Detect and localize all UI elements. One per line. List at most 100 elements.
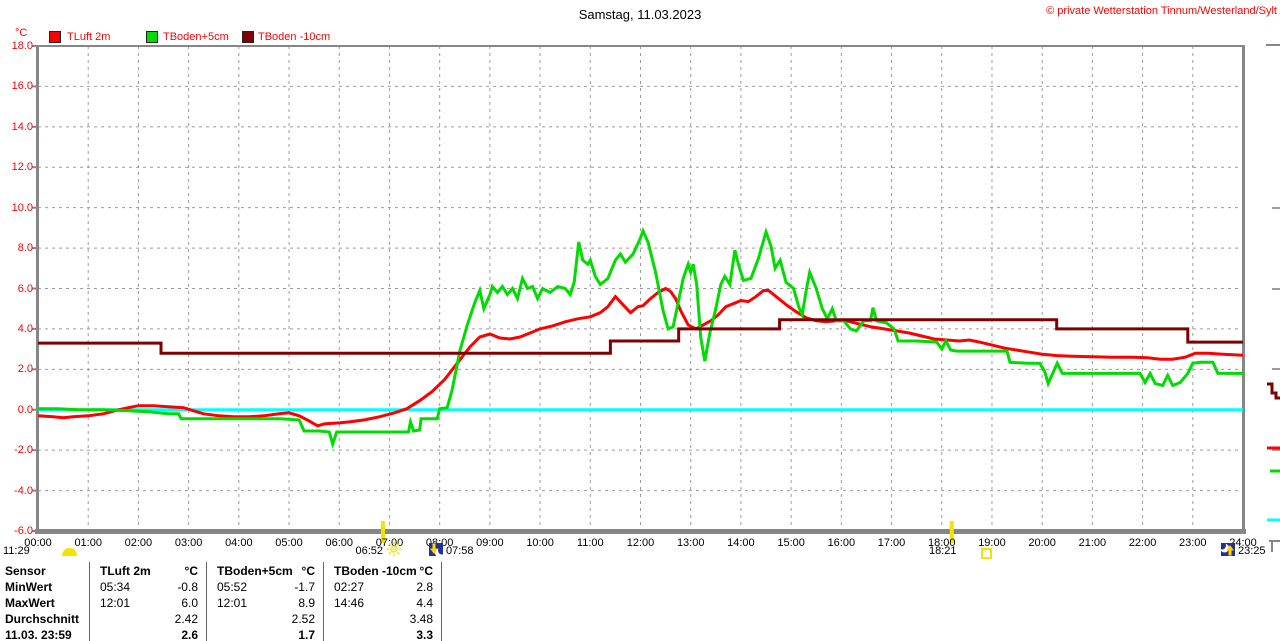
stats-header-sensor: Sensor xyxy=(5,564,46,578)
y-tick-label: 10.0 xyxy=(11,201,33,214)
moonset-time-label: 11:29 xyxy=(3,545,30,557)
avg-value: 3.48 xyxy=(409,612,433,626)
x-tick-label: 12:00 xyxy=(626,537,655,549)
y-tick xyxy=(32,408,38,411)
sun-event-tick xyxy=(949,521,954,543)
sensor-unit: °C xyxy=(301,564,315,578)
row-label: MaxWert xyxy=(5,596,55,610)
min-value: 2.8 xyxy=(416,580,433,594)
moon-event-time-label: 07:58 xyxy=(446,545,474,557)
next-chart-fragment xyxy=(1272,449,1280,451)
x-tick-label: 18:00 xyxy=(927,537,956,549)
y-tick xyxy=(32,125,38,128)
x-tick-label: 14:00 xyxy=(727,537,755,549)
y-tick xyxy=(32,247,38,250)
avg-value: 2.42 xyxy=(174,612,198,626)
min-time: 05:52 xyxy=(217,580,248,594)
sunset-time-label: 18:21 xyxy=(929,545,957,557)
sunrise-time-label: 06:52 xyxy=(355,545,383,557)
plot-border-bottom xyxy=(35,529,1246,534)
plot-border-top xyxy=(36,45,1245,47)
stats-header-row: Sensor TLuft 2m °C TBoden+5cm °C TBoden … xyxy=(0,563,454,579)
y-tick xyxy=(32,530,38,532)
max-value: 8.9 xyxy=(298,596,315,610)
x-tick-label: 07:00 xyxy=(375,537,404,549)
legend-label-tboden5: TBoden+5cm xyxy=(163,31,229,43)
series-line-tboden-5cm xyxy=(38,226,1243,450)
x-tick-label: 17:00 xyxy=(877,537,906,549)
last-time xyxy=(89,627,144,641)
max-value: 6.0 xyxy=(181,596,198,610)
x-tick-label: 04:00 xyxy=(225,537,253,549)
min-time: 05:34 xyxy=(100,580,131,594)
x-tick-label: 10:00 xyxy=(526,537,554,549)
x-tick-label: 16:00 xyxy=(827,537,856,549)
y-tick xyxy=(32,166,38,169)
moonrise-time-label: 23:25 xyxy=(1238,545,1266,557)
max-value: 4.4 xyxy=(416,596,433,610)
x-tick-label: 11:00 xyxy=(576,537,604,549)
legend-label-tboden10: TBoden -10cm xyxy=(258,31,331,43)
table-separator xyxy=(441,562,442,641)
page-title: Samstag, 11.03.2023 xyxy=(578,7,702,22)
sensor-unit: °C xyxy=(184,564,198,578)
x-tick-label: 05:00 xyxy=(275,537,303,549)
y-tick-label: 2.0 xyxy=(17,363,33,376)
y-tick-label: 14.0 xyxy=(11,120,33,133)
x-tick-label: 06:00 xyxy=(325,537,354,549)
moon-down-flag-icon xyxy=(429,543,443,556)
stats-header-tluft: TLuft 2m °C xyxy=(89,563,206,579)
legend-swatch-tboden10 xyxy=(242,31,254,43)
y-tick xyxy=(32,489,38,492)
last-value: 3.3 xyxy=(416,628,433,641)
avg-time xyxy=(89,611,144,627)
sensor-stats-table: Sensor TLuft 2m °C TBoden+5cm °C TBoden … xyxy=(0,563,454,641)
y-tick-label: 6.0 xyxy=(17,282,33,295)
y-tick xyxy=(32,368,38,371)
stats-last-row: 11.03. 23:59 2.6 1.7 3.3 xyxy=(0,627,454,641)
sunset-square-icon xyxy=(981,548,992,559)
sensor-name: TBoden -10cm xyxy=(334,564,417,578)
y-tick-label: -6.0 xyxy=(14,525,33,537)
stats-avg-row: Durchschnitt 2.42 2.52 3.48 xyxy=(0,611,454,627)
y-tick-label: 12.0 xyxy=(11,161,33,174)
series-line-tluft-2m xyxy=(37,286,1244,428)
sensor-name: TBoden+5cm xyxy=(217,564,293,578)
legend-label-tluft: TLuft 2m xyxy=(67,31,111,43)
x-tick-label: 03:00 xyxy=(174,537,203,549)
next-chart-fragment xyxy=(1269,540,1280,542)
next-chart-fragment xyxy=(1267,382,1280,400)
sensor-name: TLuft 2m xyxy=(100,564,151,578)
table-separator xyxy=(89,562,90,641)
legend-swatch-tboden5 xyxy=(146,31,158,43)
sensor-unit: °C xyxy=(419,564,433,578)
y-axis-unit-label: °C xyxy=(15,27,28,39)
y-tick-label: 16.0 xyxy=(11,80,33,93)
legend-swatch-tluft xyxy=(49,31,61,43)
next-chart-fragment xyxy=(1272,368,1280,370)
max-time: 12:01 xyxy=(100,596,131,610)
y-tick xyxy=(32,287,38,290)
sunrise-sun-icon xyxy=(386,541,402,557)
x-tick-label: 24:00 xyxy=(1229,537,1257,549)
min-time: 02:27 xyxy=(334,580,365,594)
avg-time xyxy=(323,611,378,627)
x-tick-label: 21:00 xyxy=(1078,537,1107,549)
y-tick xyxy=(32,449,38,452)
x-tick-label: 20:00 xyxy=(1028,537,1056,549)
last-time xyxy=(323,627,378,641)
min-value: -0.8 xyxy=(177,580,198,594)
x-tick-label: 02:00 xyxy=(124,537,153,549)
row-label: MinWert xyxy=(5,580,53,594)
x-tick-label: 15:00 xyxy=(777,537,805,549)
stats-header-tboden5: TBoden+5cm °C xyxy=(206,563,323,579)
row-label: Durchschnitt xyxy=(5,612,80,626)
table-separator xyxy=(206,562,207,641)
y-tick xyxy=(32,327,38,330)
moonset-dome-icon xyxy=(62,548,77,556)
y-tick-label: 18.0 xyxy=(11,40,33,52)
last-value: 1.7 xyxy=(298,628,315,641)
next-chart-fragment xyxy=(1271,542,1273,552)
stats-min-row: MinWert 05:34 -0.8 05:52 -1.7 02:27 2.8 xyxy=(0,579,454,595)
